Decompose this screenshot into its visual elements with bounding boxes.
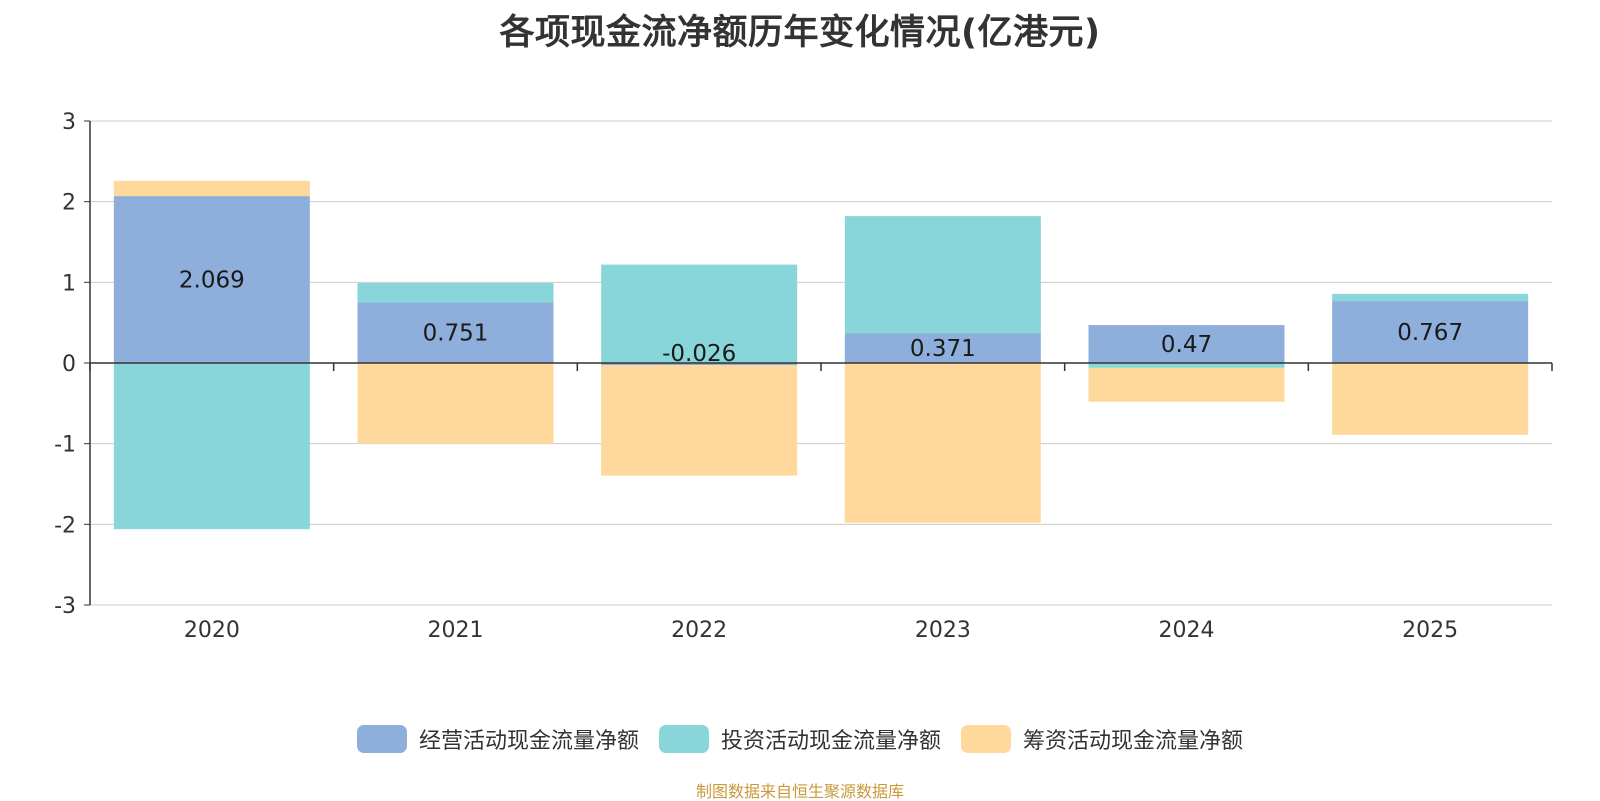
x-tick-label-2020: 2020: [184, 618, 240, 643]
data-label-2023: 0.371: [910, 336, 976, 362]
bar-2024-series-0: [1088, 325, 1285, 363]
bar-2023-series-0: [844, 333, 1041, 363]
y-tick-label: 1: [62, 271, 76, 296]
bar-2022-series-2: [601, 365, 798, 476]
data-label-2024: 0.47: [1161, 332, 1212, 358]
x-tick-label-2022: 2022: [671, 618, 727, 643]
legend: 经营活动现金流量净额 投资活动现金流量净额 筹资活动现金流量净额: [0, 723, 1600, 755]
bar-2020-series-1: [113, 363, 310, 530]
y-tick-label: -3: [54, 594, 76, 619]
y-tick-label: 3: [62, 110, 76, 135]
legend-item-financing[interactable]: 筹资活动现金流量净额: [961, 723, 1243, 755]
bar-2025-series-0: [1332, 301, 1529, 363]
data-label-2020: 2.069: [179, 268, 245, 294]
legend-label-financing: 筹资活动现金流量净额: [1023, 729, 1244, 754]
chart-title: 各项现金流净额历年变化情况(亿港元): [499, 13, 1101, 53]
bar-2025-series-2: [1332, 363, 1529, 435]
data-label-2022: -0.026: [662, 341, 736, 367]
bar-2020-series-2: [113, 180, 310, 197]
bar-2022-series-1: [601, 264, 798, 363]
y-tick-label: 0: [62, 352, 76, 377]
legend-item-operating[interactable]: 经营活动现金流量净额: [356, 723, 639, 755]
legend-swatch-investing: [658, 725, 709, 753]
x-tick-label-2024: 2024: [1159, 618, 1215, 643]
y-tick-label: -1: [54, 433, 76, 458]
data-label-2025: 0.767: [1397, 320, 1463, 346]
legend-item-investing[interactable]: 投资活动现金流量净额: [658, 723, 941, 755]
bar-2023-series-1: [844, 216, 1041, 334]
bar-2021-series-2: [357, 363, 554, 444]
bar-2022-series-0: [601, 363, 798, 366]
bar-2020-series-0: [113, 196, 310, 363]
x-tick-label-2021: 2021: [428, 618, 484, 643]
bar-2024-series-1: [1088, 363, 1285, 368]
bar-2024-series-2: [1088, 367, 1285, 402]
bar-2023-series-2: [844, 363, 1041, 523]
source-note: 制图数据来自恒生聚源数据库: [695, 782, 904, 801]
y-tick-label: -2: [54, 513, 76, 538]
y-tick-label: 2: [62, 191, 76, 216]
bar-2021-series-0: [357, 302, 554, 363]
legend-label-operating: 经营活动现金流量净额: [418, 729, 639, 754]
x-tick-label-2023: 2023: [915, 618, 971, 643]
legend-swatch-financing: [961, 725, 1011, 753]
stacked-bar-chart: 3 2 1 0 -1 -2 -3 2.069 2020 0.751 2021 -0.026 2022 0.…: [54, 110, 1553, 643]
bar-2021-series-1: [357, 283, 554, 303]
legend-swatch-operating: [356, 725, 407, 753]
bar-2025-series-1: [1332, 293, 1529, 302]
legend-label-investing: 投资活动现金流量净额: [720, 729, 941, 754]
data-label-2021: 0.751: [423, 321, 489, 347]
x-tick-label-2025: 2025: [1402, 618, 1458, 643]
